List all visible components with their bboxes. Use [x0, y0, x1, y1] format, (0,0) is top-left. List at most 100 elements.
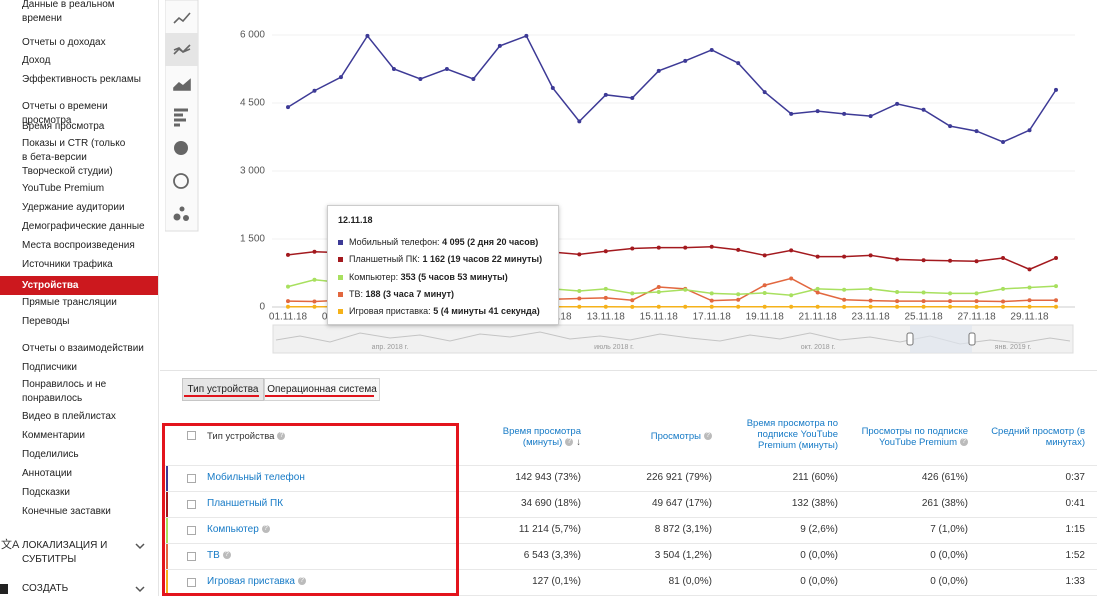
header-cell[interactable]: Просмотры?: [642, 431, 712, 442]
chart-panel: [160, 0, 1097, 371]
header-cell[interactable]: Время просмотра по подписке YouTube Prem…: [738, 418, 838, 451]
range-handle[interactable]: [906, 332, 914, 346]
device-link[interactable]: Компьютер?: [207, 524, 270, 535]
sidebar-item[interactable]: Источники трафика: [22, 259, 113, 270]
sidebar-item[interactable]: Переводы: [22, 316, 70, 327]
table-cell: 142 943 (73%): [515, 472, 581, 483]
x-tick-label: 13.11.18: [587, 312, 626, 323]
table-cell: 0 (0,0%): [800, 576, 838, 587]
sidebar-item[interactable]: Поделились: [22, 449, 79, 460]
chevron[interactable]: [135, 586, 145, 593]
data-point: [603, 304, 608, 309]
sidebar-item[interactable]: Комментарии: [22, 430, 85, 441]
x-tick-label: 29.11.18: [1010, 312, 1049, 323]
sidebar-item[interactable]: Понравилось и не понравилось: [22, 379, 107, 404]
tab[interactable]: Операционная система: [264, 378, 380, 401]
table-cell: 261 (38%): [921, 498, 968, 509]
sidebar-item[interactable]: Эффективность рекламы: [22, 74, 141, 85]
device-link[interactable]: Игровая приставка?: [207, 576, 306, 587]
help-icon[interactable]: ?: [565, 438, 574, 447]
sidebar-icons: 文A: [0, 537, 145, 594]
chevron[interactable]: [135, 543, 145, 550]
line-icon[interactable]: [173, 12, 191, 24]
sidebar-item[interactable]: Удержание аудитории: [22, 202, 125, 213]
device-link[interactable]: ТВ?: [207, 550, 231, 561]
help-icon[interactable]: ?: [704, 432, 712, 441]
x-tick-label: 01.11.18: [269, 312, 308, 323]
sidebar-item[interactable]: YouTube Premium: [22, 183, 105, 194]
y-tick-label: 4 500: [240, 98, 265, 109]
multi-line-icon[interactable]: [173, 44, 191, 55]
table-cell: 3 504 (1,2%): [654, 550, 712, 561]
sidebar-item[interactable]: Данные в реальном времени: [22, 0, 115, 24]
sidebar-item[interactable]: Прямые трансляции: [22, 297, 117, 308]
pie-icon[interactable]: [174, 141, 188, 155]
sidebar-item[interactable]: СОЗДАТЬ: [22, 583, 69, 594]
sidebar-item[interactable]: Доход: [22, 55, 51, 66]
tooltip-value: 353 (5 часов 53 минуты): [400, 271, 508, 282]
sidebar-item[interactable]: Отчеты о времени просмотра: [22, 101, 108, 126]
sidebar-item[interactable]: Показы и CTR (только в бета-версии Творч…: [22, 138, 126, 177]
table-cell: 426 (61%): [921, 472, 968, 483]
checkbox[interactable]: [187, 500, 196, 509]
map-icon[interactable]: [173, 173, 189, 189]
range-handle[interactable]: [968, 332, 976, 346]
range-window[interactable]: [910, 325, 972, 353]
data-point: [603, 295, 608, 300]
header-text: Тип устройства: [207, 431, 275, 442]
sidebar-item[interactable]: Демографические данные: [22, 221, 145, 232]
x-tick-label: 21.11.18: [799, 312, 838, 323]
sidebar-item[interactable]: Подписчики: [22, 362, 78, 373]
bar-icon[interactable]: [174, 108, 188, 127]
data-point: [471, 76, 476, 81]
row-divider: [162, 543, 1097, 544]
row-divider: [162, 491, 1097, 492]
sidebar-item[interactable]: Устройства: [0, 276, 158, 295]
help-icon: ?: [222, 551, 231, 560]
data-point: [868, 114, 873, 119]
checkbox[interactable]: [187, 526, 196, 535]
table-cell: 1:15: [1065, 524, 1085, 535]
sidebar-item[interactable]: Отчеты о взаимодействии: [22, 343, 144, 354]
checkbox[interactable]: [187, 552, 196, 561]
data-point: [1027, 285, 1032, 290]
data-point: [736, 292, 741, 297]
header-cell[interactable]: Время просмотра (минуты)? ↓: [481, 426, 581, 448]
y-tick-label: 3 000: [240, 166, 265, 177]
range-label: окт. 2018 г.: [801, 344, 836, 351]
header-text: Просмотры: [650, 431, 701, 442]
sidebar-item[interactable]: Подсказки: [22, 487, 70, 498]
data-point: [312, 277, 317, 282]
device-link[interactable]: Мобильный телефон: [207, 472, 305, 483]
help-icon[interactable]: ?: [277, 432, 286, 441]
sidebar-item[interactable]: Отчеты о доходах: [22, 37, 106, 48]
bubble-icon[interactable]: [173, 206, 190, 222]
sidebar-item[interactable]: Конечные заставки: [22, 506, 111, 517]
checkbox[interactable]: [187, 578, 196, 587]
x-tick-label: 17.11.18: [693, 312, 732, 323]
header-text: Средний просмотр (в минутах): [991, 426, 1085, 448]
checkbox[interactable]: [187, 431, 196, 440]
legend-swatch: [338, 309, 343, 315]
device-link[interactable]: Планшетный ПК: [207, 498, 283, 509]
sidebar-item[interactable]: ЛОКАЛИЗАЦИЯ И СУБТИТРЫ: [22, 540, 108, 565]
sidebar-item[interactable]: Места воспроизведения: [22, 240, 135, 251]
data-point: [444, 67, 449, 71]
checkbox[interactable]: [187, 474, 196, 483]
data-point: [789, 293, 794, 298]
data-point: [709, 291, 714, 296]
tooltip-row: Мобильный телефонМобильный телефон: 4 09…: [338, 237, 538, 247]
data-point: [312, 249, 317, 254]
header-cell[interactable]: Просмотры по подписке YouTube Premium?: [853, 426, 968, 448]
data-point: [895, 257, 900, 262]
sidebar-item[interactable]: Видео в плейлистах: [22, 411, 116, 422]
data-point: [577, 296, 582, 301]
data-point: [789, 304, 794, 309]
data-point: [1027, 128, 1032, 133]
sidebar-item[interactable]: Аннотации: [22, 468, 72, 479]
tab[interactable]: Тип устройства: [182, 378, 264, 401]
header-cell[interactable]: Средний просмотр (в минутах): [985, 426, 1085, 448]
sidebar-item[interactable]: Время просмотра: [22, 121, 105, 132]
help-icon[interactable]: ?: [960, 438, 968, 447]
area-icon[interactable]: [173, 78, 191, 91]
